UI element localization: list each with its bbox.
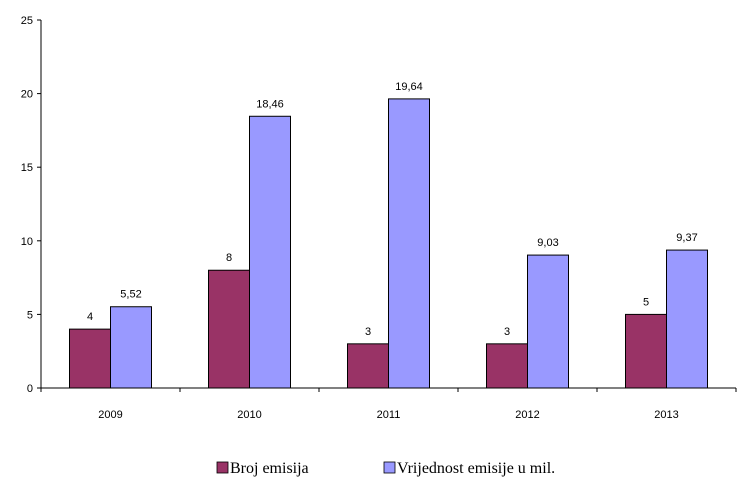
bar-vrijednost-emisije: [249, 115, 291, 389]
bar-broj-emisija: [347, 343, 389, 389]
data-labels: 4 5,52 8 18,46 3 19,64 3 9,03 5 9,37: [87, 81, 698, 338]
data-label: 5: [643, 296, 649, 308]
bar-broj-emisija: [486, 343, 528, 389]
bar-broj-emisija: [69, 328, 111, 389]
legend: Broj emisija Vrijednost emisije u mil.: [216, 460, 555, 477]
y-tick-label: 25: [21, 15, 33, 27]
bar-broj-emisija: [208, 269, 250, 389]
legend-label-broj-emisija: Broj emisija: [230, 460, 309, 477]
data-label: 19,64: [395, 81, 423, 93]
x-tick-label: 2010: [237, 409, 261, 421]
bar-vrijednost-emisije: [388, 98, 430, 389]
data-label: 9,03: [537, 237, 558, 249]
x-axis-ticks: 2009 2010 2011 2012 2013: [40, 388, 737, 421]
legend-label-vrijednost-emisije: Vrijednost emisije u mil.: [397, 460, 555, 477]
x-tick-label: 2011: [377, 409, 401, 421]
bar-vrijednost-emisije: [110, 306, 152, 389]
data-label: 9,37: [676, 232, 697, 244]
x-tick-label: 2012: [515, 409, 539, 421]
x-tick-label: 2013: [654, 409, 678, 421]
legend-swatch-broj-emisija: [216, 461, 229, 474]
bar-vrijednost-emisije: [527, 254, 569, 389]
y-axis-ticks: 0 5 10 15 20 25: [21, 15, 41, 395]
bar-vrijednost-emisije: [666, 249, 708, 389]
y-tick-label: 10: [21, 236, 33, 248]
y-tick-label: 20: [21, 89, 33, 101]
bars: [69, 98, 708, 389]
data-label: 5,52: [120, 289, 141, 301]
data-label: 3: [365, 326, 371, 338]
data-label: 3: [504, 326, 510, 338]
legend-swatch-vrijednost-emisije: [383, 461, 396, 474]
data-label: 8: [226, 252, 232, 264]
y-tick-label: 15: [21, 162, 33, 174]
x-tick-label: 2009: [98, 409, 122, 421]
y-tick-label: 5: [27, 309, 33, 321]
bar-broj-emisija: [625, 313, 667, 389]
y-tick-label: 0: [27, 383, 33, 395]
data-label: 4: [87, 311, 93, 323]
data-label: 18,46: [256, 98, 284, 110]
